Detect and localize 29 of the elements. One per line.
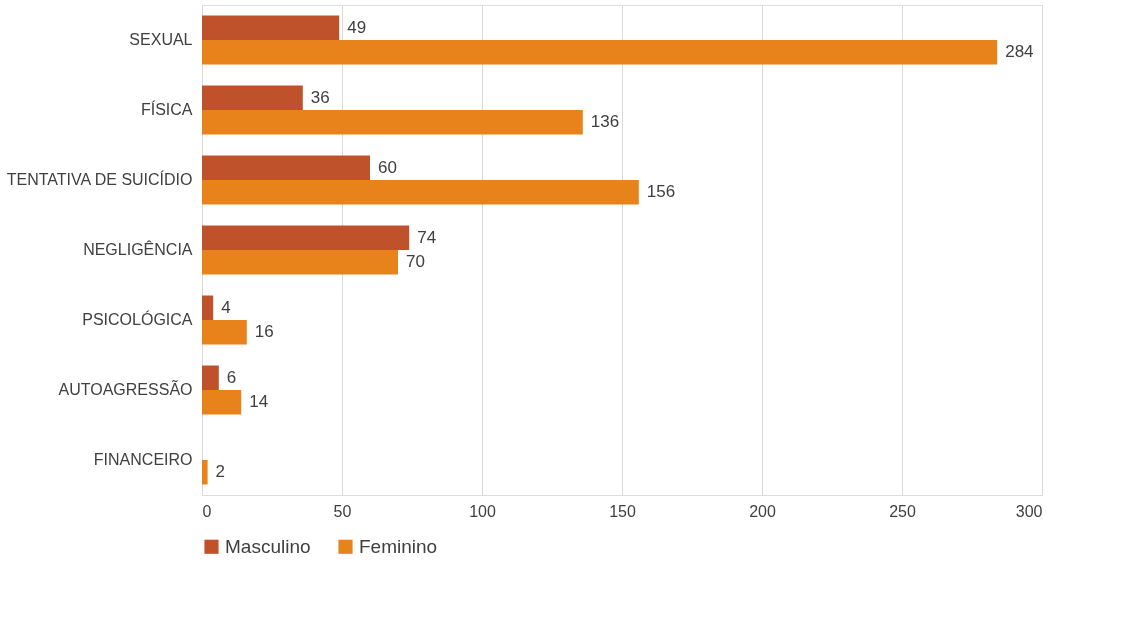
y-tick-label: AUTOAGRESSÃO bbox=[58, 379, 193, 398]
data-label: 70 bbox=[406, 252, 425, 272]
legend-label: Feminino bbox=[359, 535, 438, 557]
data-label: 284 bbox=[1005, 42, 1034, 62]
data-label: 4 bbox=[221, 297, 231, 317]
x-tick-label: 0 bbox=[202, 502, 212, 520]
data-label: 6 bbox=[226, 367, 237, 387]
data-label: 14 bbox=[249, 392, 269, 412]
y-tick-label: FÍSICA bbox=[140, 100, 193, 118]
legend-label: Masculino bbox=[225, 535, 311, 557]
data-label: 2 bbox=[215, 462, 226, 482]
y-tick-label: SEXUAL bbox=[129, 31, 193, 48]
x-tick-label: 50 bbox=[333, 502, 352, 520]
data-label: 74 bbox=[417, 227, 437, 247]
y-tick-label: PSICOLÓGICA bbox=[82, 310, 193, 328]
y-tick-label: FINANCEIRO bbox=[93, 451, 193, 468]
x-tick-label: 250 bbox=[889, 502, 916, 520]
data-label: 60 bbox=[378, 157, 397, 177]
data-label: 156 bbox=[646, 182, 676, 202]
data-label: 49 bbox=[347, 17, 367, 37]
data-label: 16 bbox=[254, 322, 274, 342]
x-tick-label: 150 bbox=[609, 502, 636, 520]
y-tick-label: TENTATIVA DE SUICÍDIO bbox=[6, 170, 193, 188]
data-label: 36 bbox=[310, 87, 330, 107]
y-tick-label: NEGLIGÊNCIA bbox=[83, 240, 193, 258]
x-tick-label: 300 bbox=[1015, 502, 1043, 520]
x-tick-label: 200 bbox=[749, 502, 776, 520]
x-tick-label: 100 bbox=[469, 502, 496, 520]
data-label: 136 bbox=[590, 112, 620, 132]
